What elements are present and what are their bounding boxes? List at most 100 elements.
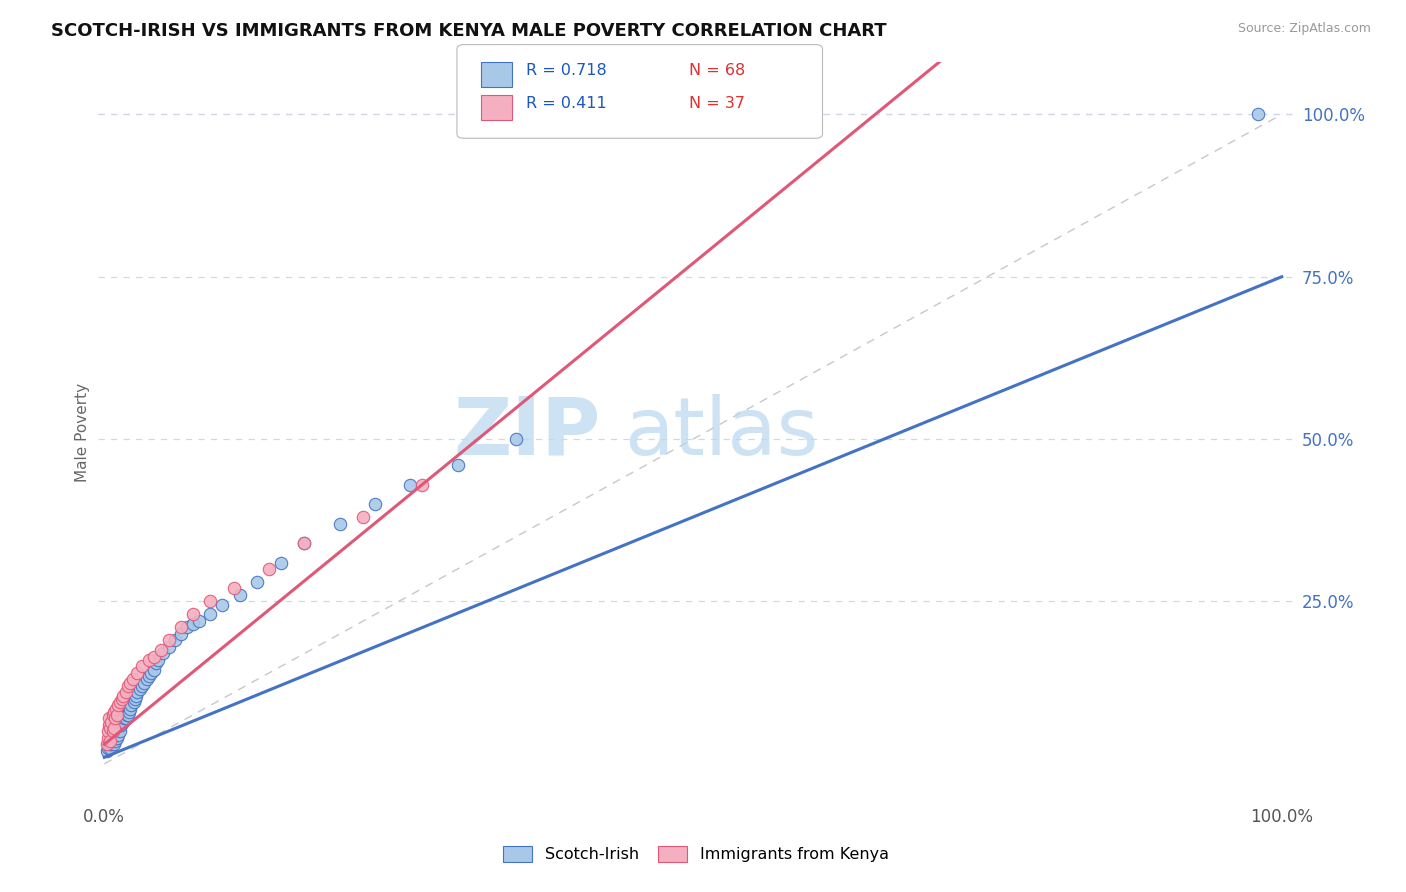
Point — [111, 714, 134, 729]
Point — [131, 679, 153, 693]
Point — [100, 714, 122, 729]
Point — [399, 477, 422, 491]
Point — [364, 497, 387, 511]
Point — [294, 536, 316, 550]
Point — [294, 536, 316, 550]
Point — [105, 731, 128, 745]
Point — [100, 737, 122, 751]
Point — [101, 734, 124, 748]
Point — [114, 711, 136, 725]
Point — [1247, 107, 1270, 121]
Point — [111, 692, 134, 706]
Point — [103, 705, 125, 719]
Point — [120, 701, 142, 715]
Point — [120, 675, 142, 690]
Point — [101, 731, 124, 745]
Point — [104, 734, 127, 748]
Point — [505, 432, 527, 446]
Point — [110, 718, 132, 732]
Point — [170, 620, 193, 634]
Point — [270, 556, 292, 570]
Text: atlas: atlas — [624, 393, 818, 472]
Point — [112, 714, 135, 729]
Y-axis label: Male Poverty: Male Poverty — [75, 383, 90, 483]
Point — [96, 737, 118, 751]
Point — [105, 708, 128, 723]
Point — [163, 633, 186, 648]
Point — [97, 740, 120, 755]
Point — [101, 724, 124, 739]
Point — [107, 718, 129, 732]
Point — [96, 744, 118, 758]
Point — [152, 647, 174, 661]
Point — [104, 728, 127, 742]
Point — [148, 653, 170, 667]
Point — [105, 724, 128, 739]
Point — [138, 669, 160, 683]
Point — [120, 698, 142, 713]
Point — [181, 607, 204, 622]
Point — [100, 734, 122, 748]
Point — [128, 682, 150, 697]
Point — [115, 708, 138, 723]
Point — [118, 705, 141, 719]
Point — [98, 737, 121, 751]
Point — [145, 656, 167, 670]
Point — [103, 724, 125, 739]
Point — [105, 701, 128, 715]
Point — [200, 594, 222, 608]
Point — [200, 607, 222, 622]
Point — [105, 731, 128, 745]
Point — [141, 665, 163, 680]
Point — [127, 665, 149, 680]
Point — [103, 737, 125, 751]
Text: SCOTCH-IRISH VS IMMIGRANTS FROM KENYA MALE POVERTY CORRELATION CHART: SCOTCH-IRISH VS IMMIGRANTS FROM KENYA MA… — [51, 22, 886, 40]
Point — [97, 737, 120, 751]
Point — [125, 689, 148, 703]
Point — [108, 724, 131, 739]
Point — [98, 731, 121, 745]
Point — [98, 718, 121, 732]
Point — [98, 740, 121, 755]
Point — [103, 731, 125, 745]
Point — [149, 643, 172, 657]
Point — [131, 659, 153, 673]
Text: R = 0.718: R = 0.718 — [526, 63, 606, 78]
Text: N = 68: N = 68 — [689, 63, 745, 78]
Point — [187, 614, 209, 628]
Point — [329, 516, 352, 531]
Point — [98, 737, 121, 751]
Point — [246, 574, 269, 589]
Point — [127, 685, 149, 699]
Point — [108, 695, 131, 709]
Point — [112, 689, 135, 703]
Point — [98, 734, 121, 748]
Point — [100, 731, 122, 745]
Point — [170, 627, 193, 641]
Point — [124, 692, 146, 706]
Point — [211, 598, 233, 612]
Point — [97, 731, 120, 745]
Point — [228, 588, 250, 602]
Point — [98, 734, 121, 748]
Point — [446, 458, 468, 472]
Point — [97, 724, 120, 739]
Text: ZIP: ZIP — [453, 393, 600, 472]
Point — [142, 649, 165, 664]
Point — [98, 721, 121, 735]
Point — [103, 721, 125, 735]
Point — [157, 633, 180, 648]
Point — [122, 695, 145, 709]
Point — [108, 718, 131, 732]
Point — [181, 617, 204, 632]
Point — [142, 663, 165, 677]
Point — [117, 679, 139, 693]
Point — [98, 711, 121, 725]
Point — [157, 640, 180, 654]
Point — [117, 708, 139, 723]
Point — [138, 653, 160, 667]
Point — [352, 510, 374, 524]
Point — [176, 620, 198, 634]
Point — [114, 685, 136, 699]
Point — [222, 582, 245, 596]
